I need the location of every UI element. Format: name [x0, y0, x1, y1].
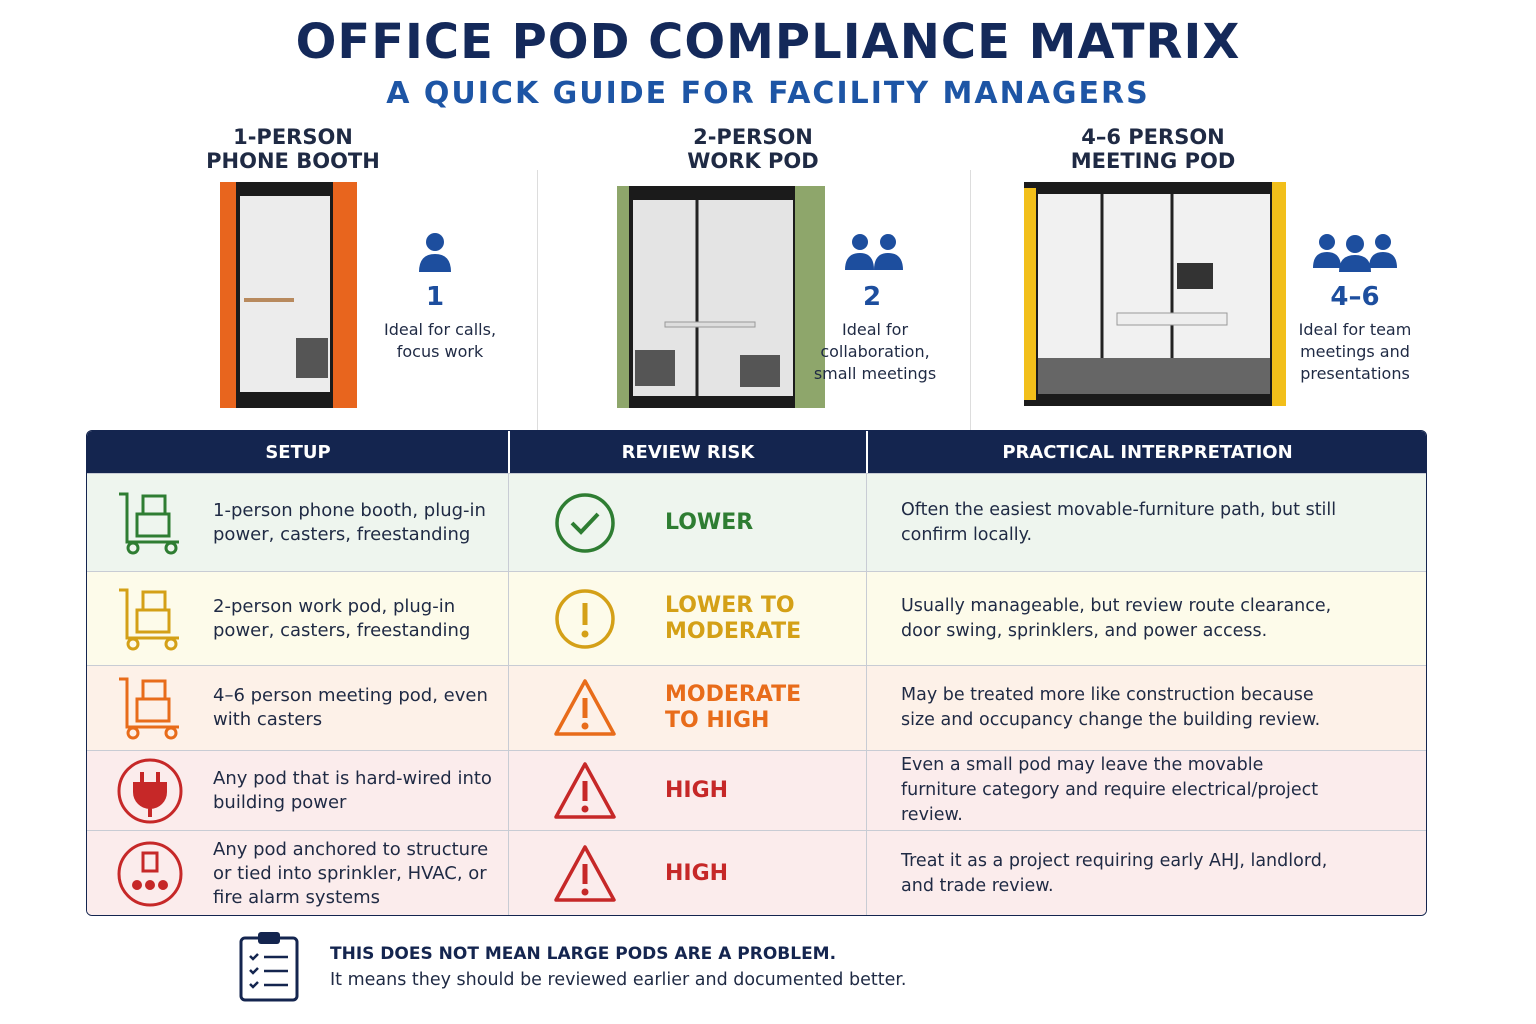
- interpretation-text: Usually manageable, but review route cle…: [901, 595, 1332, 641]
- line: 2-PERSON: [693, 125, 813, 149]
- line: WORK POD: [687, 149, 819, 173]
- setup-text: 4–6 person meeting pod, even with caster…: [213, 685, 488, 730]
- line: Ideal for calls,: [383, 320, 497, 339]
- column-divider: [508, 474, 509, 571]
- line: focus work: [396, 342, 484, 361]
- line: meetings and: [1300, 342, 1410, 361]
- pod-count: 2: [862, 282, 882, 312]
- footer-text: It means they should be reviewed earlier…: [330, 970, 907, 990]
- setup-text: 1-person phone booth, plug-in power, cas…: [213, 499, 486, 545]
- column-divider: [508, 831, 509, 915]
- risk-level: MODERATE TO HIGH: [665, 682, 802, 733]
- column-header: SETUP: [87, 431, 509, 473]
- title: OFFICE POD COMPLIANCE MATRIX: [295, 14, 1241, 70]
- line: 1-PERSON: [233, 125, 353, 149]
- header-divider: [866, 431, 868, 473]
- subtitle: A QUICK GUIDE FOR FACILITY MANAGERS: [386, 76, 1150, 111]
- footer-title: THIS DOES NOT MEAN LARGE PODS ARE A PROB…: [330, 944, 837, 964]
- pod-count: 1: [425, 282, 445, 312]
- separator: [537, 170, 538, 430]
- pod-image: [220, 182, 357, 408]
- table-row: Any pod anchored to structure or tied in…: [87, 830, 1426, 915]
- column-divider: [866, 751, 867, 830]
- setup-text: Any pod that is hard-wired into building…: [213, 767, 492, 813]
- pod-title: 1-PERSON PHONE BOOTH: [143, 125, 443, 173]
- table-row: Any pod that is hard-wired into building…: [87, 750, 1426, 830]
- line: 4–6 PERSON: [1081, 125, 1225, 149]
- interpretation-text: Even a small pod may leave the movable f…: [901, 755, 1319, 825]
- table-row: 2-person work pod, plug-in power, caster…: [87, 571, 1426, 665]
- setup-icon: [115, 831, 185, 915]
- risk-level: HIGH: [665, 777, 729, 803]
- setup-icon: [115, 666, 185, 750]
- column-divider: [508, 572, 509, 665]
- person-icon: [419, 233, 451, 272]
- line: Ideal for: [841, 320, 909, 339]
- setup-icon: [115, 751, 185, 830]
- pod-title: 2-PERSON WORK POD: [603, 125, 903, 173]
- pod-title: 4–6 PERSON MEETING POD: [1003, 125, 1303, 173]
- column-divider: [866, 572, 867, 665]
- table-row: 4–6 person meeting pod, even with caster…: [87, 665, 1426, 750]
- column-header: PRACTICAL INTERPRETATION: [867, 431, 1426, 473]
- column-divider: [866, 474, 867, 571]
- interpretation-text: Often the easiest movable-furniture path…: [901, 499, 1337, 545]
- interpretation-text: Treat it as a project requiring early AH…: [901, 851, 1328, 896]
- header-divider: [508, 431, 510, 473]
- column-divider: [508, 751, 509, 830]
- clipboard-icon: [239, 932, 299, 1002]
- line: MEETING POD: [1070, 149, 1236, 173]
- line: small meetings: [813, 364, 937, 383]
- pod-image: [617, 186, 825, 408]
- setup-icon: [115, 474, 185, 571]
- people-icon: [845, 234, 903, 270]
- pod-image: [1024, 182, 1286, 406]
- risk-level: LOWER: [665, 509, 754, 535]
- line: PHONE BOOTH: [206, 149, 380, 173]
- setup-text: Any pod anchored to structure or tied in…: [213, 839, 489, 908]
- setup-icon: [115, 572, 185, 665]
- risk-icon: [553, 666, 617, 750]
- column-divider: [866, 831, 867, 915]
- pod-description: Ideal for calls, focus work: [360, 319, 520, 363]
- line: Ideal for team: [1298, 320, 1412, 339]
- risk-level: LOWER TO MODERATE: [665, 592, 802, 644]
- people-icon: [1313, 234, 1397, 272]
- table-row: 1-person phone booth, plug-in power, cas…: [87, 473, 1426, 571]
- interpretation-text: May be treated more like construction be…: [901, 685, 1321, 730]
- risk-icon: [553, 474, 617, 571]
- setup-text: 2-person work pod, plug-in power, caster…: [213, 595, 471, 641]
- column-divider: [866, 666, 867, 750]
- risk-icon: [553, 572, 617, 665]
- separator: [970, 170, 971, 430]
- risk-level: HIGH: [665, 861, 729, 886]
- line: presentations: [1300, 364, 1410, 383]
- pod-count: 4–6: [1330, 282, 1380, 312]
- matrix-table: SETUP REVIEW RISK PRACTICAL INTERPRETATI…: [86, 430, 1427, 916]
- pod-description: Ideal for team meetings and presentations: [1275, 319, 1435, 385]
- risk-icon: [553, 831, 617, 915]
- pod-description: Ideal for collaboration, small meetings: [795, 319, 955, 385]
- risk-icon: [553, 751, 617, 830]
- column-header: REVIEW RISK: [509, 431, 867, 473]
- column-divider: [508, 666, 509, 750]
- line: collaboration,: [820, 342, 930, 361]
